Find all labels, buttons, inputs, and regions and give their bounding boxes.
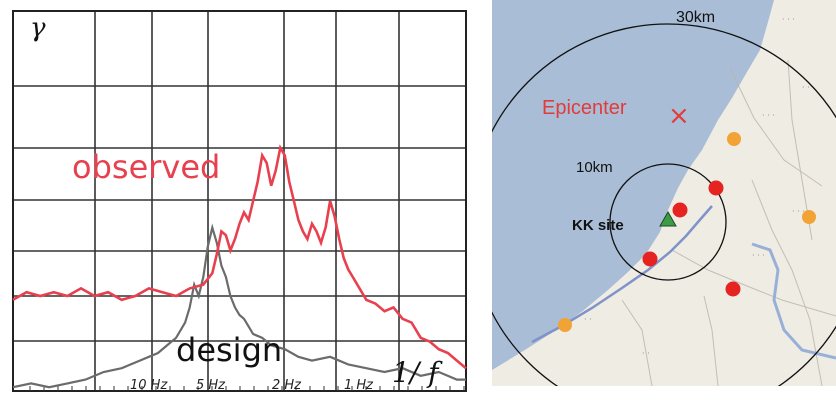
svg-text:· · ·: · · · — [782, 15, 795, 24]
observed-series-line — [12, 144, 467, 370]
chart-svg: γ observed design 1/ f 10 Hz 5 Hz 2 Hz 1… — [12, 10, 467, 393]
orange-marker — [558, 318, 572, 332]
x-tick-label-1hz: 1 Hz — [344, 378, 374, 393]
outer-radius-circle — [492, 23, 836, 386]
map-place-labels: · · · · · · · · · · · · · · · · · · — [584, 15, 810, 358]
inner-radius-circle — [609, 163, 727, 281]
x-tick-label-5hz: 5 Hz — [196, 378, 226, 393]
sea-area — [492, 0, 774, 370]
svg-text:· · ·: · · · — [792, 207, 805, 216]
red-marker — [708, 180, 724, 196]
svg-text:· · ·: · · · — [752, 251, 765, 260]
svg-text:· · ·: · · · — [762, 111, 775, 120]
orange-marker — [727, 132, 741, 146]
x-tick-label-2hz: 2 Hz — [272, 378, 302, 393]
chart-grid — [13, 11, 466, 391]
river-line — [751, 242, 836, 360]
x-axis-label: 1/ f — [392, 356, 443, 389]
epicenter-map: 30km 10km Epicenter × KK site · · · · · … — [492, 0, 836, 386]
inner-radius-label: 10km — [576, 159, 613, 176]
epicenter-marker: × — [668, 101, 690, 131]
map-svg: 30km 10km Epicenter × KK site · · · · · … — [492, 0, 836, 386]
epicenter-label: Epicenter — [542, 97, 627, 119]
design-series-label: design — [176, 331, 282, 369]
design-series-line — [12, 223, 466, 389]
map-roads — [621, 59, 836, 386]
red-marker — [672, 202, 688, 218]
svg-text:· ·: · · — [584, 315, 592, 324]
coastal-route-line — [531, 205, 713, 344]
observed-series-label: observed — [72, 148, 220, 186]
svg-text:· ·: · · — [642, 349, 650, 358]
red-marker — [642, 251, 658, 267]
response-spectrum-chart: γ observed design 1/ f 10 Hz 5 Hz 2 Hz 1… — [12, 10, 467, 393]
orange-marker — [802, 210, 816, 224]
site-marker — [659, 210, 677, 227]
y-axis-label: γ — [30, 13, 46, 43]
x-tick-label-10hz: 10 Hz — [130, 378, 168, 393]
red-marker — [725, 281, 741, 297]
site-label: KK site — [572, 217, 624, 234]
svg-text:· ·: · · — [802, 83, 810, 92]
outer-radius-label: 30km — [676, 9, 715, 26]
